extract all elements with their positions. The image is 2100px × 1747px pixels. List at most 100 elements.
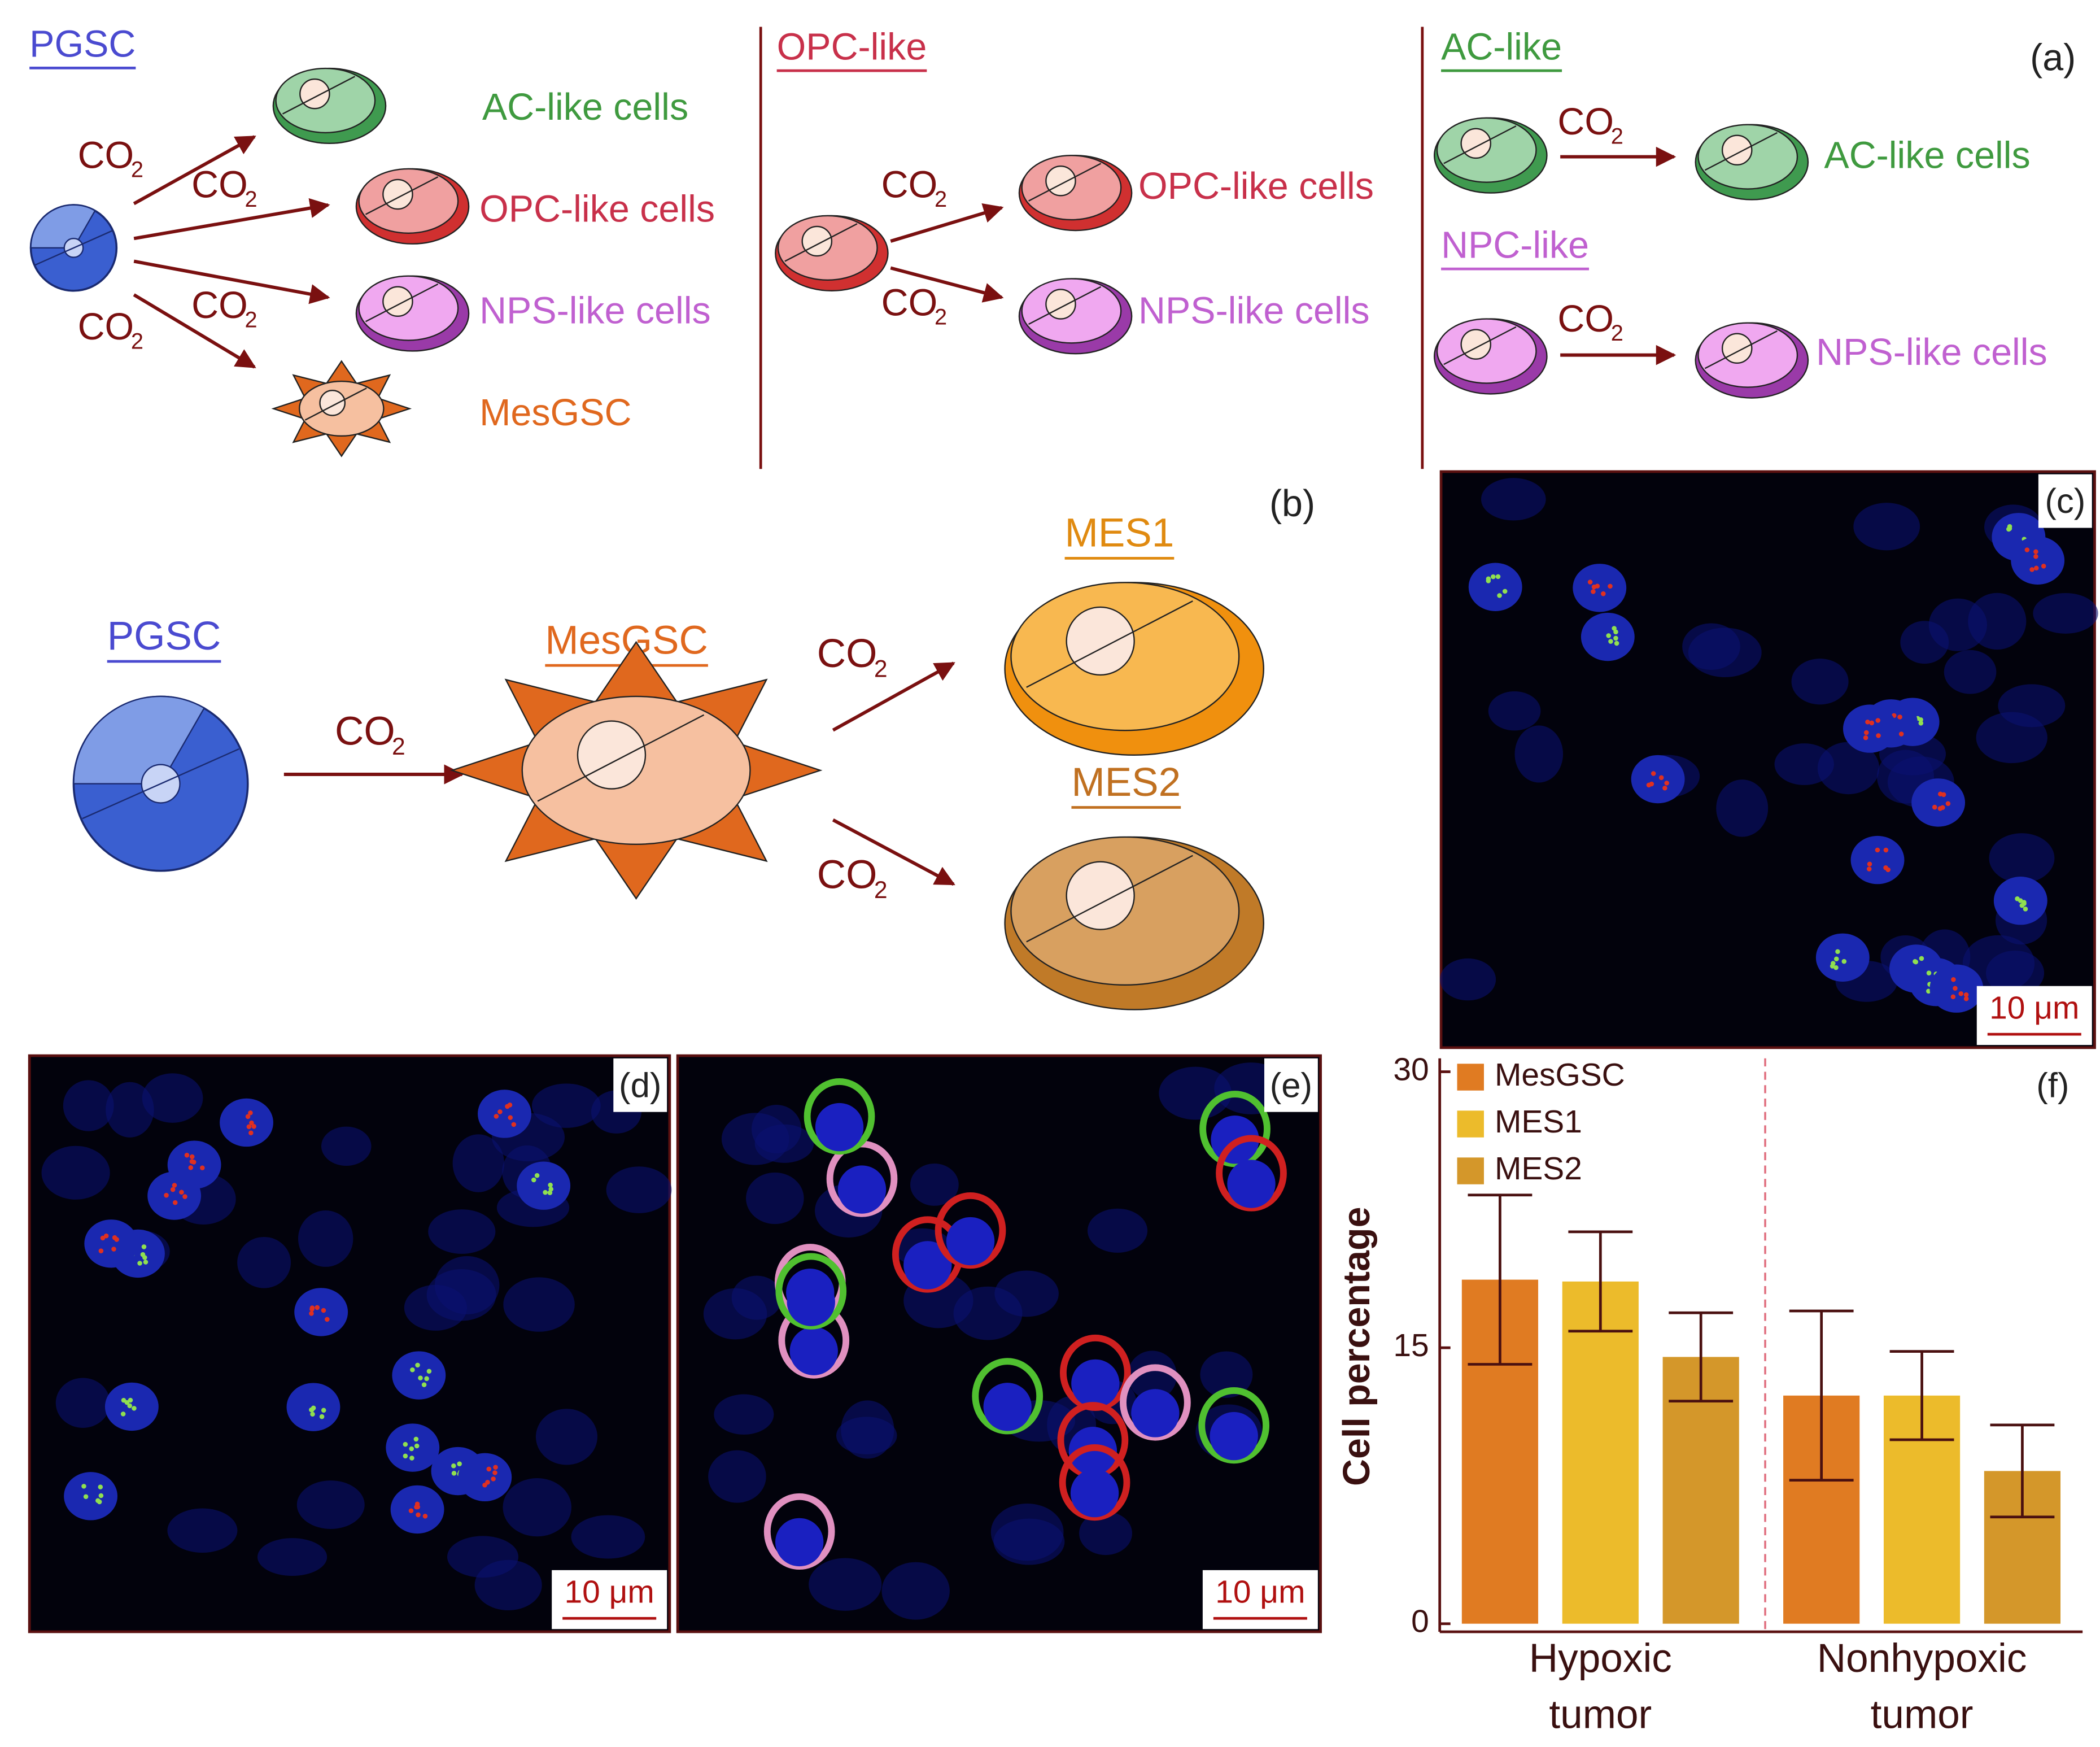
signal — [1913, 959, 1918, 964]
signal — [1938, 791, 1943, 797]
signal — [321, 1408, 326, 1413]
signal — [315, 1305, 320, 1310]
signal — [1883, 847, 1889, 853]
signal — [422, 1514, 428, 1519]
co2-label: CO — [191, 285, 248, 326]
signal — [1613, 635, 1618, 641]
panel-label: (a) — [2030, 37, 2076, 79]
signal — [191, 1160, 197, 1165]
signal — [1898, 731, 1904, 737]
signal — [2022, 901, 2027, 907]
nucleus — [903, 1241, 952, 1289]
nucleus-dim — [1853, 503, 1920, 551]
signal — [2023, 907, 2028, 912]
nucleus — [478, 1090, 531, 1138]
signal — [403, 1441, 408, 1447]
co2-subscript: 2 — [131, 329, 143, 354]
co2-label: CO — [817, 852, 877, 897]
arrow — [832, 661, 955, 732]
panel-label: (b) — [1269, 483, 1315, 525]
signal — [1863, 730, 1869, 735]
co2-subscript: 2 — [392, 733, 405, 760]
signal — [189, 1154, 195, 1160]
nucleus — [1843, 704, 1897, 753]
signal — [457, 1461, 462, 1466]
nucleus-dim — [1440, 958, 1496, 1001]
cell-cut — [30, 204, 97, 249]
nucleus — [1071, 1359, 1120, 1408]
x-tick-label: Nonhypoxic — [1817, 1636, 2027, 1681]
signal — [416, 1512, 421, 1518]
nucleus-dim — [1716, 779, 1769, 837]
label: MES2 — [1071, 760, 1181, 805]
signal — [248, 1110, 253, 1116]
nucleus-dim — [106, 1082, 154, 1138]
signal — [1885, 867, 1891, 873]
signal — [2024, 547, 2030, 552]
signal — [1897, 715, 1902, 720]
nucleus — [801, 225, 833, 257]
arrow — [832, 818, 955, 886]
nucleus — [1045, 165, 1076, 197]
nucleus — [458, 1453, 512, 1502]
nucleus — [1573, 564, 1627, 612]
signal — [184, 1152, 190, 1158]
nucleus — [1210, 1411, 1258, 1461]
cell-line — [1443, 125, 1517, 164]
signal — [1932, 804, 1937, 810]
nucleus-dim — [1200, 1351, 1253, 1398]
nucleus — [84, 1219, 138, 1268]
signal — [414, 1443, 420, 1449]
co2-subscript: 2 — [1611, 124, 1623, 149]
panel-label: (f) — [2036, 1066, 2069, 1105]
signal — [319, 1414, 325, 1419]
nucleus — [1045, 289, 1076, 320]
nucleus — [1850, 835, 1905, 885]
nucleus-dim — [571, 1515, 645, 1559]
nucleus — [983, 1383, 1032, 1431]
x-tick-label: tumor — [1871, 1693, 1974, 1737]
signal — [548, 1186, 554, 1192]
signal — [424, 1376, 429, 1382]
co2-label: CO — [817, 631, 877, 676]
signal — [309, 1311, 314, 1316]
signal — [1601, 591, 1606, 596]
signal — [1831, 961, 1836, 966]
y-tick-label: 0 — [1411, 1604, 1429, 1640]
signal — [408, 1508, 414, 1514]
signal — [508, 1115, 513, 1120]
signal — [179, 1190, 184, 1195]
nucleus — [147, 1171, 202, 1220]
signal — [1614, 641, 1619, 646]
signal — [1833, 965, 1839, 970]
signal — [127, 1403, 132, 1409]
nucleus — [946, 1217, 995, 1266]
cell-line — [1026, 855, 1193, 943]
signal — [505, 1104, 510, 1109]
signal — [1608, 639, 1613, 644]
nucleus-dim — [990, 1503, 1064, 1561]
label: NPS-like cells — [1816, 332, 2047, 373]
panel-label: (c) — [2045, 482, 2085, 521]
nucleus-dim — [1088, 1208, 1148, 1253]
signal — [1875, 847, 1880, 853]
label: OPC-like cells — [479, 188, 715, 230]
nucleus-dim — [428, 1209, 496, 1254]
signal — [1495, 574, 1501, 580]
cell-line — [1028, 163, 1102, 202]
nucleus — [392, 1351, 446, 1400]
signal — [415, 1362, 420, 1368]
signal — [1646, 782, 1652, 788]
nucleus-dim — [404, 1284, 468, 1331]
nucleus-dim — [1944, 650, 1997, 694]
signal — [1953, 986, 1958, 991]
nucleus-dim — [298, 1210, 353, 1267]
signal — [310, 1411, 315, 1417]
legend-swatch — [1457, 1064, 1484, 1091]
scale-bar-label: 10 μm — [565, 1574, 654, 1610]
signal — [98, 1484, 103, 1489]
signal — [426, 1369, 432, 1374]
signal — [1926, 970, 1932, 975]
nucleus — [2011, 536, 2065, 585]
